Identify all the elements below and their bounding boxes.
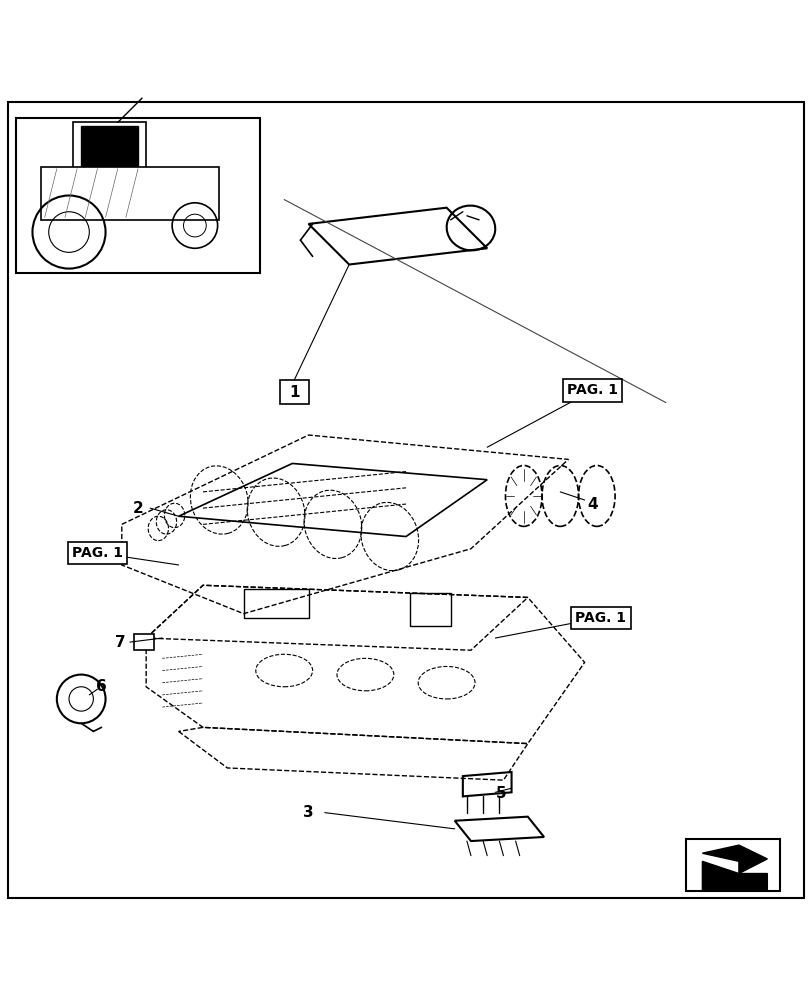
Text: PAG. 1: PAG. 1 <box>567 383 617 397</box>
Text: 1: 1 <box>289 385 299 400</box>
Text: 5: 5 <box>495 786 505 801</box>
Bar <box>685 839 779 891</box>
Polygon shape <box>702 861 766 890</box>
Bar <box>243 589 308 618</box>
Bar <box>81 126 138 171</box>
Bar <box>41 167 219 220</box>
Bar <box>410 593 450 626</box>
Text: 4: 4 <box>586 497 598 512</box>
Text: 2: 2 <box>132 501 144 516</box>
Bar <box>16 118 260 273</box>
Text: PAG. 1: PAG. 1 <box>72 546 122 560</box>
Polygon shape <box>702 845 766 874</box>
Text: 7: 7 <box>114 635 126 650</box>
Bar <box>73 122 146 179</box>
Text: 6: 6 <box>96 679 107 694</box>
Text: PAG. 1: PAG. 1 <box>575 611 625 625</box>
Bar <box>280 380 308 404</box>
Text: 3: 3 <box>303 805 314 820</box>
Bar <box>134 634 154 650</box>
